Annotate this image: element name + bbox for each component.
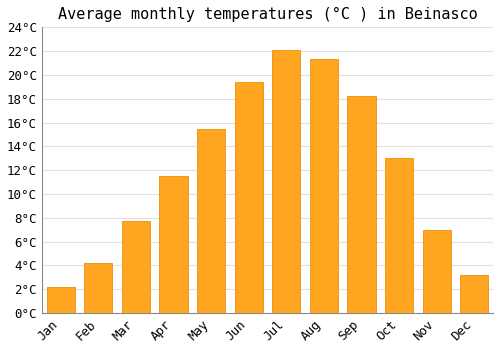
Bar: [197, 128, 225, 313]
Bar: [460, 275, 488, 313]
Bar: [348, 96, 376, 313]
Bar: [385, 158, 413, 313]
Bar: [122, 222, 150, 313]
Bar: [310, 60, 338, 313]
Title: Average monthly temperatures (°C ) in Beinasco: Average monthly temperatures (°C ) in Be…: [58, 7, 478, 22]
Bar: [160, 176, 188, 313]
Bar: [234, 82, 262, 313]
Bar: [46, 287, 74, 313]
Bar: [84, 263, 112, 313]
Bar: [422, 230, 451, 313]
Bar: [272, 50, 300, 313]
